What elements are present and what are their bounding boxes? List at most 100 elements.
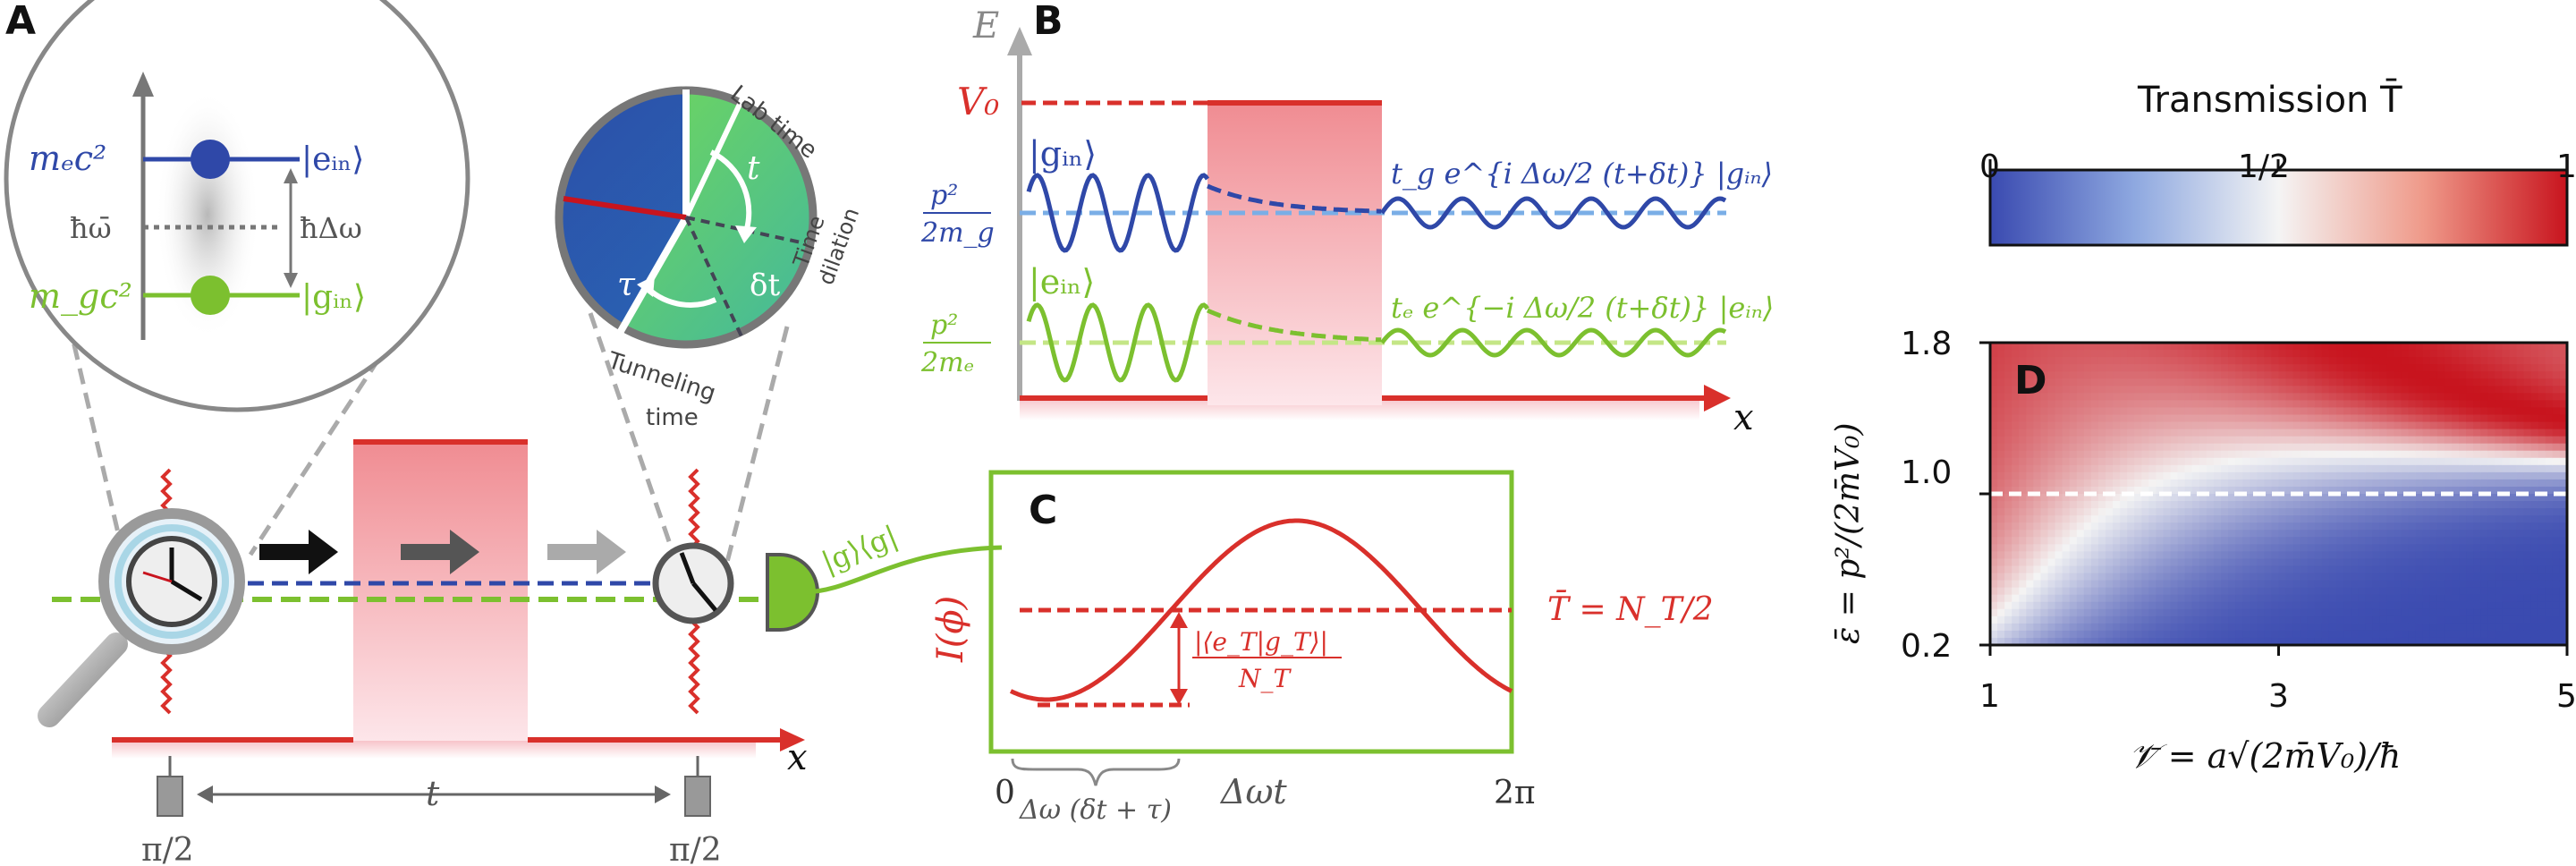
heatmap-cell [2300,637,2309,645]
heatmap-cell [2379,537,2388,546]
heatmap-cell [2292,522,2301,531]
heatmap-cell [2163,386,2172,395]
heatmap-cell [2336,530,2344,539]
heatmap-cell [2509,637,2518,645]
heatmap-cell [1997,371,2005,380]
heatmap-cell [2148,515,2157,523]
heatmap-cell [2235,378,2243,387]
heatmap-cell [2019,580,2028,589]
heatmap-cell [2530,436,2539,445]
heatmap-cell [2090,537,2099,546]
heatmap-cell [2379,608,2388,617]
heatmap-cell [2264,429,2273,437]
heatmap-cell [2278,450,2287,459]
heatmap-cell [2076,443,2085,452]
heatmap-cell [2285,471,2294,480]
heatmap-cell [2473,400,2482,409]
heatmap-cell [2545,515,2554,523]
heatmap-cell [2473,421,2482,430]
heatmap-cell [2386,479,2395,488]
heatmap-cell [2019,608,2028,617]
heatmap-cell [2127,400,2136,409]
heatmap-cell [2365,594,2374,603]
heatmap-cell [2459,479,2467,488]
heatmap-cell [2480,386,2489,395]
heatmap-cell [2250,371,2258,380]
heatmap-cell [2206,343,2215,351]
heatmap-cell [2134,637,2143,645]
heatmap-cell [2502,601,2511,610]
heatmap-cell [2271,580,2280,589]
heatmap-cell [2069,544,2078,553]
heatmap-cell [2271,501,2280,509]
heatmap-cell [2523,471,2532,480]
heatmap-cell [2408,400,2417,409]
heatmap-cell [2090,343,2099,351]
heatmap-cell [2127,421,2136,430]
heatmap-cell [2358,386,2367,395]
heatmap-cell [2314,378,2323,387]
heatmap-cell [2452,522,2460,531]
heatmap-cell [2148,486,2157,495]
heatmap-cell [2351,608,2359,617]
heatmap-cell [2097,515,2106,523]
heatmap-cell [2429,594,2438,603]
heatmap-cell [2242,343,2251,351]
heatmap-cell [2372,400,2381,409]
heatmap-cell [2170,350,2179,358]
heatmap-cell [2097,464,2106,473]
barrier-b [1208,103,1382,405]
heatmap-cell [2177,371,2186,380]
heatmap-cell [2120,471,2128,480]
heatmap-cell [2466,343,2474,351]
heatmap-cell [2379,421,2388,430]
heatmap-cell [2163,594,2172,603]
heatmap-cell [2177,450,2186,459]
heatmap-cell [2250,616,2258,624]
heatmap-cell [2307,400,2316,409]
heatmap-cell [1997,616,2005,624]
heatmap-cell [2336,407,2344,416]
heatmap-cell [2379,479,2388,488]
heatmap-cell [2040,421,2049,430]
heatmap-cell [2372,573,2381,582]
heatmap-cell [2343,436,2351,445]
heatmap-cell [2495,407,2504,416]
heatmap-cell [2480,343,2489,351]
heatmap-cell [2552,573,2561,582]
heatmap-cell [2415,608,2424,617]
heatmap-cell [2285,508,2294,516]
heatmap-cell [2134,414,2143,423]
heatmap-cell [2019,594,2028,603]
heatmap-cell [2264,530,2273,539]
heatmap-cell [2184,530,2193,539]
heatmap-cell [2444,393,2453,402]
heatmap-cell [2097,623,2106,632]
heatmap-cell [2516,393,2525,402]
heatmap-cell [2307,623,2316,632]
heatmap-cell [2083,479,2092,488]
heatmap-cell [2509,386,2518,395]
heatmap-cell [2422,486,2431,495]
heatmap-cell [2321,522,2330,531]
heatmap-cell [2004,630,2012,639]
heatmap-cell [2278,429,2287,437]
heatmap-cell [2012,486,2021,495]
heatmap-cell [2372,443,2381,452]
heatmap-cell [2012,471,2021,480]
heatmap-cell [2502,608,2511,617]
heatmap-cell [2509,558,2518,567]
heatmap-cell [2026,530,2035,539]
heatmap-cell [2429,378,2438,387]
heatmap-cell [2242,464,2251,473]
heatmap-cell [2328,616,2337,624]
heatmap-cell [2213,551,2222,560]
heatmap-cell [2250,565,2258,574]
heatmap-cell [2444,573,2453,582]
heatmap-cell [2351,400,2359,409]
heatmap-cell [2141,343,2150,351]
heatmap-cell [2452,450,2460,459]
heatmap-cell [2466,565,2474,574]
heatmap-cell [2069,637,2078,645]
heatmap-cell [1990,429,1998,437]
